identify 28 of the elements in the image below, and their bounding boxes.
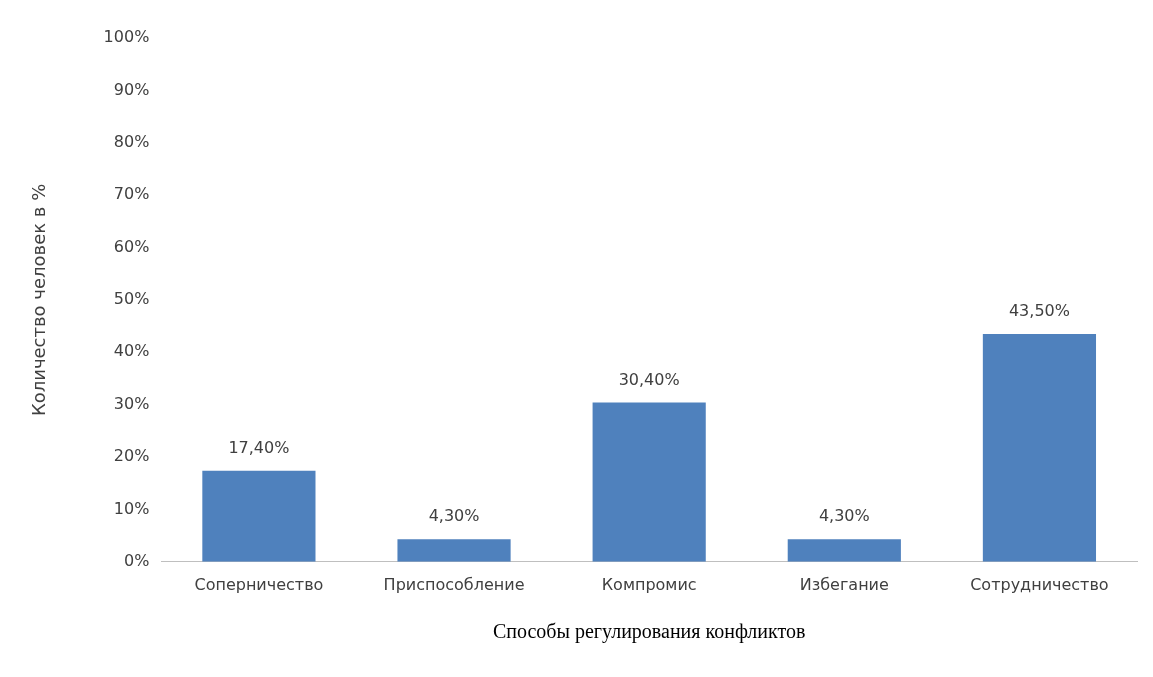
- data-label: 43,50%: [1008, 301, 1070, 321]
- y-tick-label: 80%: [113, 131, 150, 151]
- x-tick-label: Соперничество: [194, 574, 324, 594]
- y-tick-label: 30%: [113, 393, 150, 413]
- data-label: 4,30%: [428, 506, 480, 526]
- bar: [592, 402, 706, 562]
- x-tick-label: Избегание: [799, 574, 889, 594]
- bar: [397, 539, 511, 562]
- y-axis-title: Количество человек в %: [28, 183, 50, 417]
- y-tick-label: 10%: [113, 498, 150, 518]
- y-tick-label: 90%: [113, 79, 150, 99]
- x-tick-label: Сотрудничество: [970, 574, 1109, 594]
- bar: [787, 539, 901, 562]
- y-tick-label: 20%: [113, 446, 150, 466]
- y-tick-label: 50%: [113, 289, 150, 309]
- x-tick-label: Приспособление: [383, 574, 525, 594]
- y-tick-label: 0%: [123, 550, 150, 570]
- x-axis-title: Способы регулирования конфликтов: [492, 620, 806, 644]
- bar: [982, 333, 1097, 562]
- data-label: 17,40%: [228, 437, 290, 457]
- y-tick-label: 100%: [103, 27, 150, 47]
- y-tick-label: 70%: [113, 184, 150, 204]
- bar: [202, 470, 316, 562]
- y-tick-label: 40%: [113, 341, 150, 361]
- x-tick-label: Компромис: [601, 574, 697, 594]
- data-label: 30,40%: [618, 369, 680, 389]
- data-label: 4,30%: [818, 506, 870, 526]
- y-tick-label: 60%: [113, 236, 150, 256]
